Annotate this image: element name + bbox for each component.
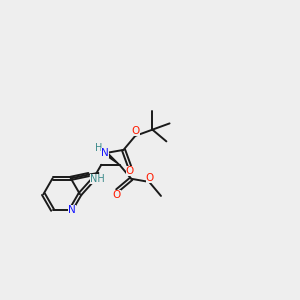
Text: O: O [132,126,140,136]
Text: N: N [101,148,109,158]
Text: H: H [95,143,103,153]
Text: NH: NH [90,175,104,184]
Text: O: O [146,172,154,182]
Text: O: O [112,190,121,200]
Polygon shape [104,152,119,165]
Text: O: O [126,167,134,176]
Text: N: N [68,205,76,215]
